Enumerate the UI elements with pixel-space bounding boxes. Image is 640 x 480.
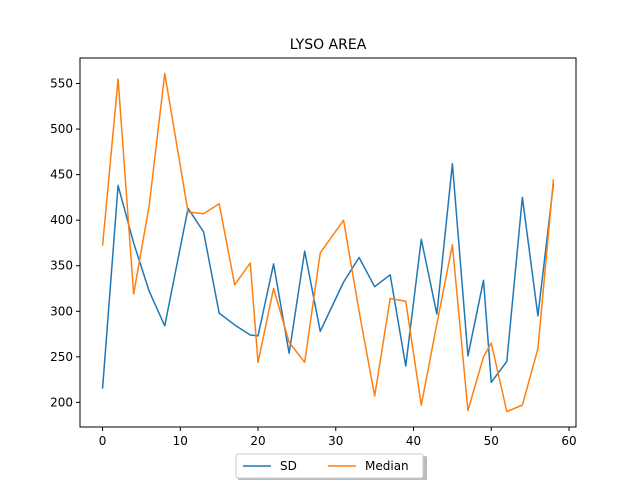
axes-frame [79, 57, 577, 428]
y-tick-label: 400 [50, 213, 73, 227]
x-tick-label: 50 [484, 434, 499, 448]
x-tick-label: 40 [406, 434, 421, 448]
legend-label-sd: SD [280, 459, 297, 473]
y-tick-label: 550 [50, 77, 73, 91]
y-tick-label: 300 [50, 304, 73, 318]
series-layer [101, 72, 555, 413]
x-axis: 0 10 20 30 40 50 60 [99, 427, 577, 448]
y-tick-label: 500 [50, 122, 73, 136]
x-tick-label: 0 [99, 434, 107, 448]
x-tick-label: 60 [561, 434, 576, 448]
y-tick-label: 250 [50, 350, 73, 364]
plot-area [79, 57, 577, 428]
legend: SD Median [235, 453, 427, 480]
x-tick-label: 30 [328, 434, 343, 448]
y-axis: 200 250 300 350 400 450 500 550 [50, 77, 80, 409]
series-line-sd [101, 162, 555, 389]
chart-title: LYSO AREA [290, 37, 367, 53]
legend-label-median: Median [365, 459, 409, 473]
x-tick-label: 10 [173, 434, 188, 448]
x-tick-label: 20 [250, 434, 265, 448]
y-tick-label: 450 [50, 168, 73, 182]
y-tick-label: 200 [50, 395, 73, 409]
y-tick-label: 350 [50, 259, 73, 273]
series-line-median [101, 72, 555, 413]
